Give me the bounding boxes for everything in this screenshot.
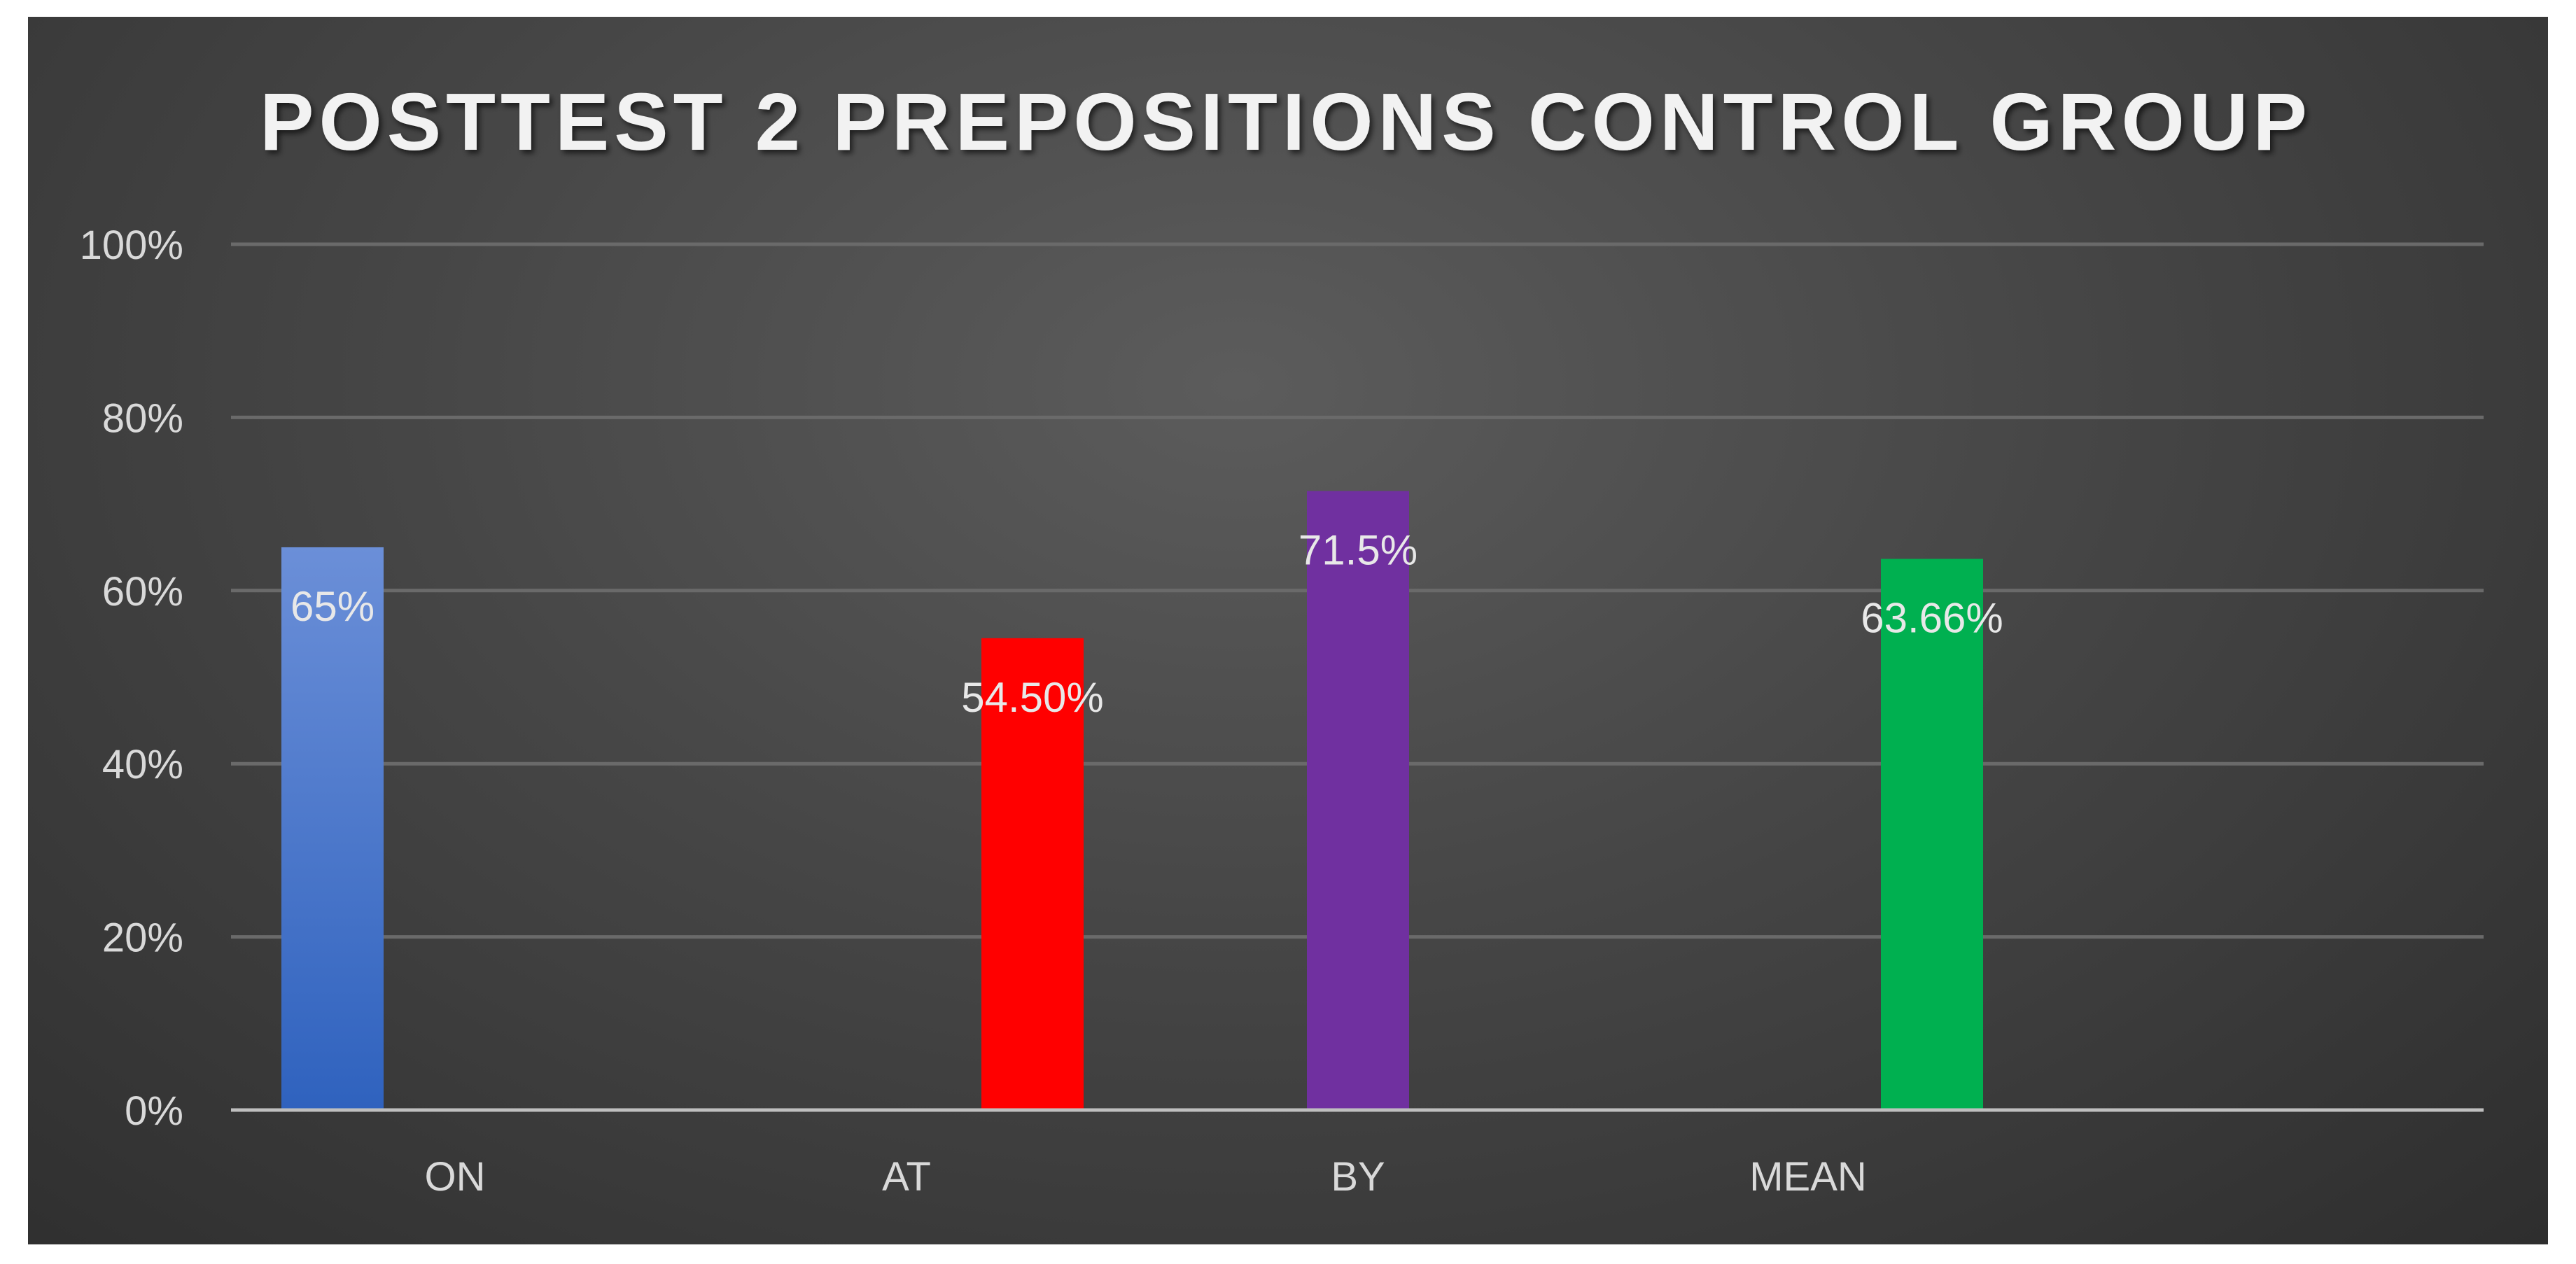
data-label: 65% (290, 583, 374, 630)
data-label: 54.50% (961, 674, 1104, 721)
bar-on (281, 547, 384, 1110)
y-tick-label: 20% (102, 915, 183, 961)
bar-by (1307, 491, 1409, 1110)
bar-at (981, 638, 1084, 1110)
category-labels: ON AT BY MEAN (425, 1154, 1867, 1200)
y-tick-label: 0% (125, 1088, 183, 1134)
category-label: AT (882, 1154, 931, 1200)
y-tick-label: 40% (102, 742, 183, 787)
chart-title: POSTTEST 2 PREPOSITIONS CONTROL GROUP (260, 76, 2312, 167)
y-tick-label: 80% (102, 395, 183, 441)
category-label: MEAN (1749, 1154, 1867, 1200)
bar-mean (1881, 559, 1983, 1110)
y-tick-label: 100% (80, 223, 183, 268)
category-label: BY (1331, 1154, 1385, 1200)
y-axis-ticks: 0% 20% 40% 60% 80% 100% (80, 223, 183, 1134)
chart-area (28, 17, 2548, 1244)
data-label: 63.66% (1861, 595, 2003, 642)
data-labels: 65% 54.50% 71.5% 63.66% (290, 527, 2003, 721)
bars (281, 491, 1983, 1110)
y-tick-label: 60% (102, 569, 183, 615)
data-label: 71.5% (1298, 527, 1418, 574)
category-label: ON (425, 1154, 486, 1200)
